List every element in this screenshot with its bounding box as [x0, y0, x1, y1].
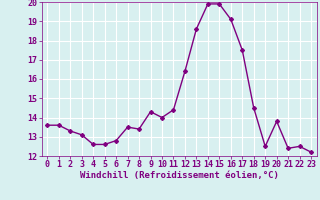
X-axis label: Windchill (Refroidissement éolien,°C): Windchill (Refroidissement éolien,°C): [80, 171, 279, 180]
